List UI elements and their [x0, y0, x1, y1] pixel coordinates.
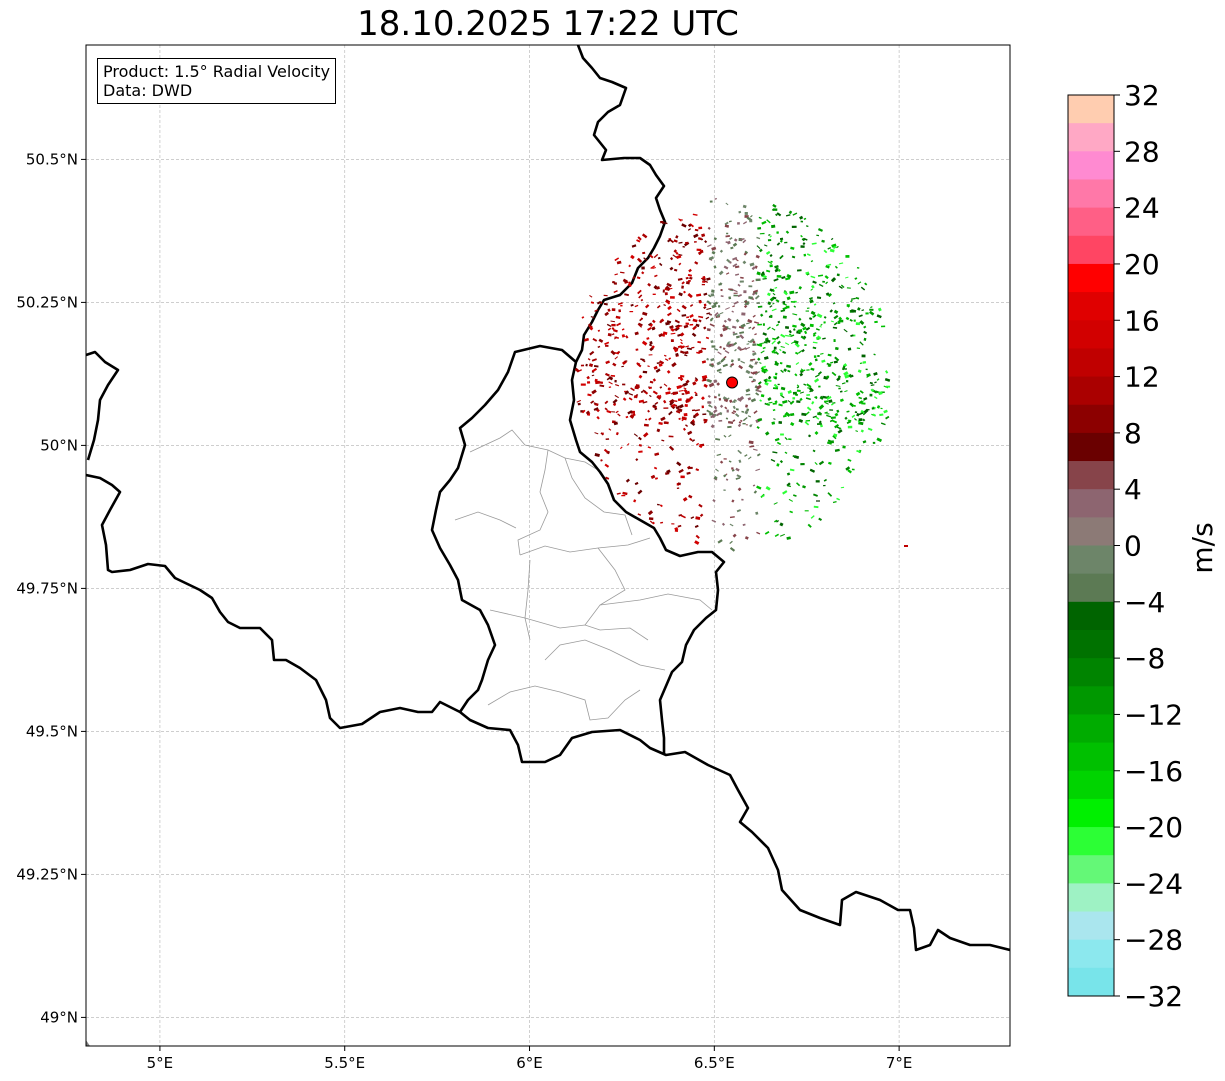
colorbar-segment: [1068, 601, 1114, 631]
colorbar-segment: [1068, 207, 1114, 237]
colorbar-segment: [1068, 770, 1114, 800]
colorbar-tick-label: 32: [1124, 79, 1160, 112]
colorbar-tick-label: 20: [1124, 248, 1160, 281]
map-plot-area: [85, 44, 1011, 1047]
colorbar-segment: [1068, 967, 1114, 997]
colorbar-segment: [1068, 151, 1114, 180]
colorbar-tick-label: −24: [1124, 867, 1183, 900]
colorbar-tick-label: 28: [1124, 135, 1160, 168]
colorbar-segment: [1068, 855, 1114, 884]
colorbar-tick-label: −12: [1124, 698, 1183, 731]
radial-velocity-data: [574, 197, 908, 552]
graticule-grid: [86, 45, 1010, 1046]
colorbar-segment: [1068, 911, 1114, 941]
colorbar-segment: [1068, 658, 1114, 687]
colorbar-segment: [1068, 573, 1114, 603]
colorbar-tick-label: −4: [1124, 586, 1165, 619]
colorbar-unit-label: m/s: [1186, 522, 1219, 573]
colorbar-tick-label: −32: [1124, 980, 1183, 1013]
colorbar-tick-label: −8: [1124, 642, 1165, 675]
colorbar-segment: [1068, 798, 1114, 828]
product-label: Product: 1.5° Radial Velocity: [103, 62, 331, 81]
colorbar-segment: [1068, 376, 1114, 406]
colorbar-tick-label: 16: [1124, 304, 1160, 337]
latitude-ticks: 50.5°N 50.25°N 50°N 49.75°N 49.5°N 49.25°N 49°…: [16, 150, 86, 1026]
colorbar-tick-label: 12: [1124, 361, 1160, 394]
colorbar-segment: [1068, 461, 1114, 490]
colorbar-segment: [1068, 348, 1114, 378]
colorbar-tick-label: 4: [1124, 473, 1142, 506]
lat-tick-label: 50.25°N: [16, 293, 78, 311]
colorbar-segment: [1068, 545, 1114, 575]
lat-tick-label: 50.5°N: [26, 150, 78, 168]
lat-tick-label: 49°N: [40, 1008, 78, 1026]
colorbar-segment: [1068, 827, 1114, 856]
lon-tick-label: 6°E: [516, 1054, 543, 1072]
colorbar-segment: [1068, 629, 1114, 659]
country-borders: [86, 45, 1010, 1046]
colorbar-segment: [1068, 179, 1114, 209]
colorbar-segment: [1068, 432, 1114, 462]
colorbar-segment: [1068, 292, 1114, 321]
colorbar-segment: [1068, 123, 1114, 152]
radar-site-marker: [726, 376, 739, 389]
lon-tick-label: 5.5°E: [324, 1054, 365, 1072]
lat-tick-label: 50°N: [40, 436, 78, 454]
colorbar-segment: [1068, 742, 1114, 772]
colorbar-segment: [1068, 714, 1114, 744]
lat-tick-label: 49.5°N: [26, 722, 78, 740]
data-source-label: Data: DWD: [103, 81, 193, 100]
colorbar-segment: [1068, 404, 1114, 434]
colorbar-segment: [1068, 95, 1114, 124]
colorbar-segment: [1068, 686, 1114, 715]
colorbar-tick-label: −20: [1124, 811, 1183, 844]
velocity-colorbar: 32 28 24 20 16 12 8 4 0 −4 −8 −12 −16 −20 −24 −28 −32 m/…: [1067, 79, 1219, 1013]
colorbar-segment: [1068, 235, 1114, 265]
product-info-box: Product: 1.5° Radial Velocity Data: DWD: [97, 58, 337, 104]
colorbar-segment: [1068, 939, 1114, 969]
colorbar-segment: [1068, 517, 1114, 546]
colorbar-tick-label: 24: [1124, 192, 1160, 225]
lon-tick-label: 7°E: [886, 1054, 913, 1072]
colorbar-tick-label: 8: [1124, 417, 1142, 450]
colorbar-segment: [1068, 263, 1114, 293]
colorbar-segment: [1068, 320, 1114, 349]
lat-tick-label: 49.25°N: [16, 865, 78, 883]
colorbar-tick-label: 0: [1124, 530, 1142, 563]
longitude-ticks: 5°E 5.5°E 6°E 6.5°E 7°E: [147, 1046, 913, 1072]
colorbar-tick-label: −28: [1124, 924, 1183, 957]
map-title: 18.10.2025 17:22 UTC: [357, 4, 739, 44]
colorbar-tick-label: −16: [1124, 755, 1183, 788]
lon-tick-label: 6.5°E: [694, 1054, 735, 1072]
lon-tick-label: 5°E: [147, 1054, 174, 1072]
colorbar-segment: [1068, 883, 1114, 913]
colorbar-segment: [1068, 489, 1114, 518]
lat-tick-label: 49.75°N: [16, 579, 78, 597]
